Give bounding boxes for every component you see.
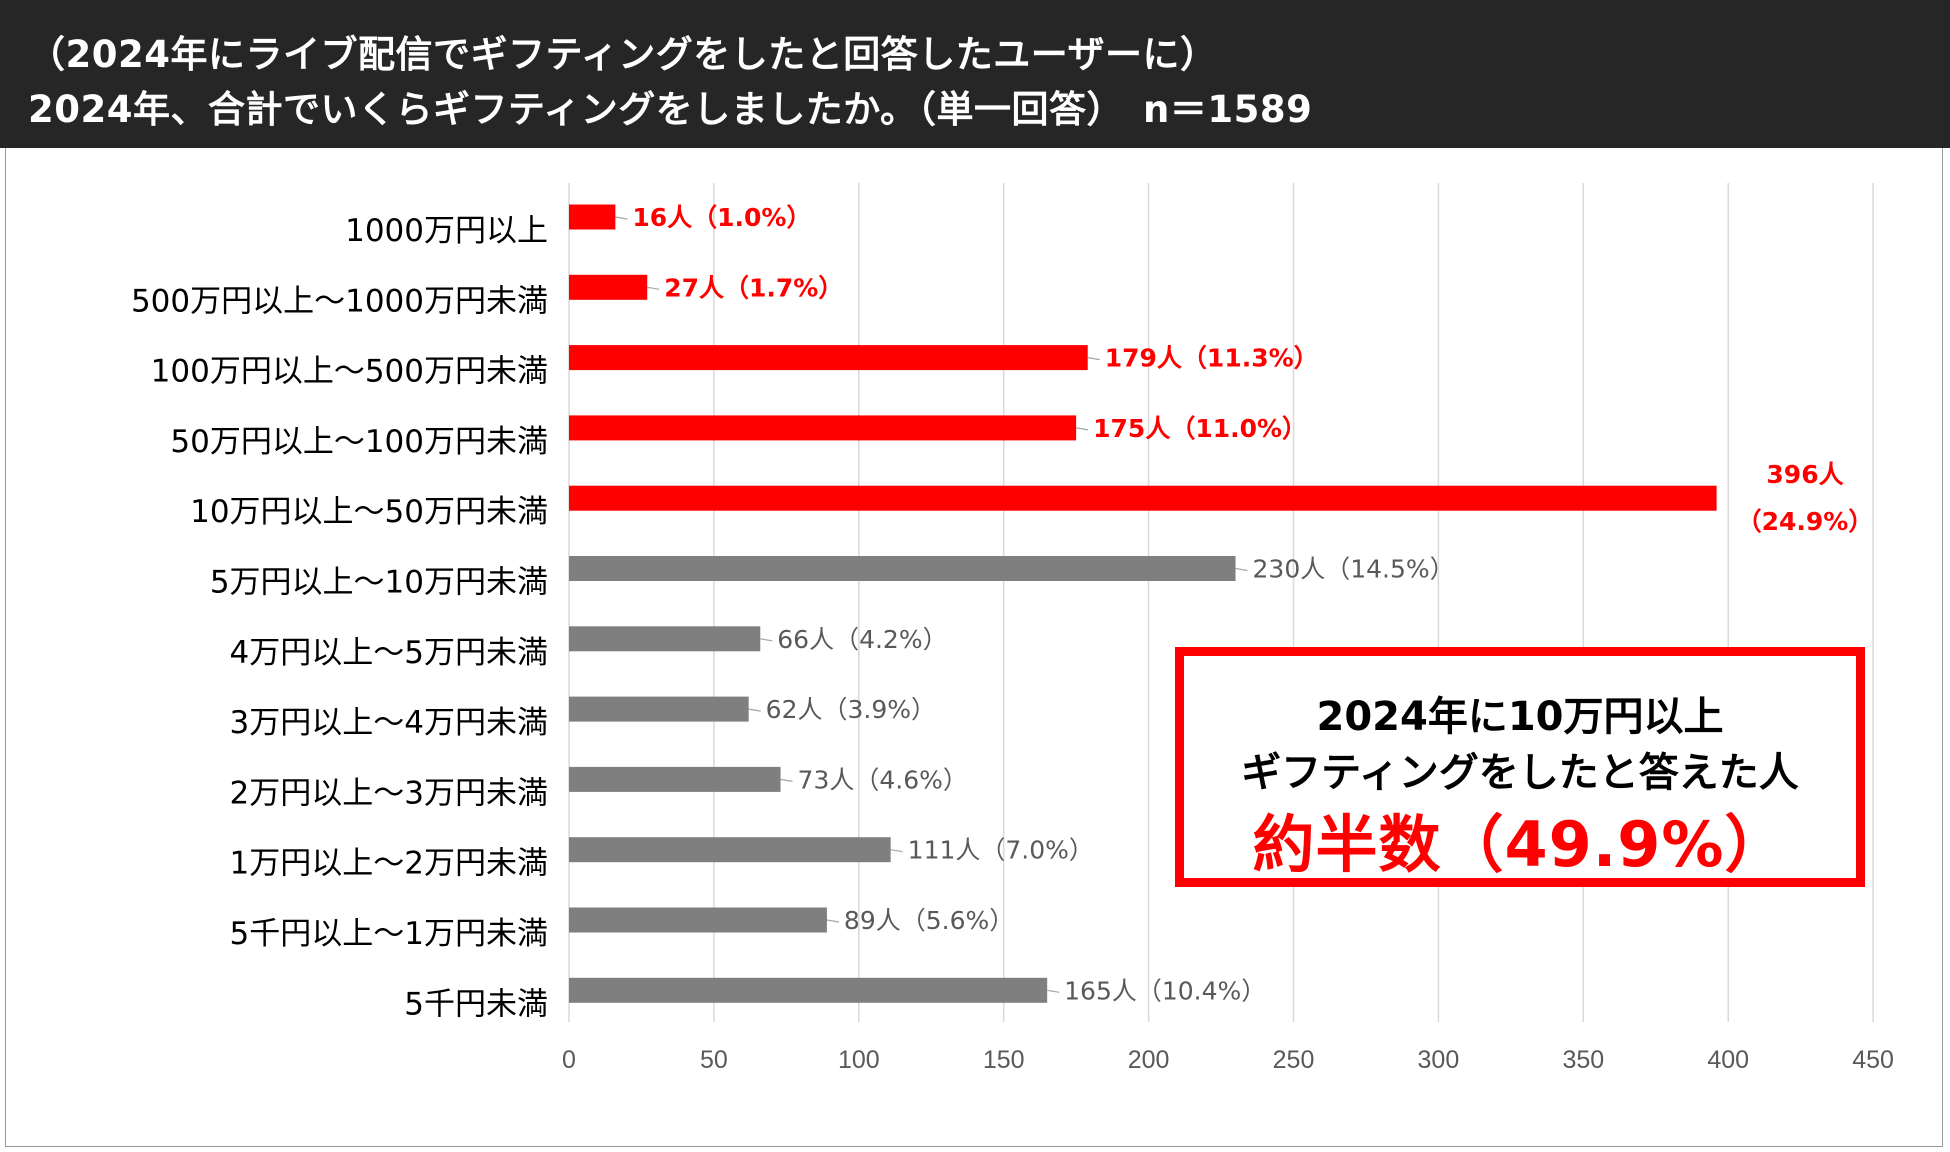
x-tick-label: 50 — [700, 1046, 728, 1074]
data-label-leader — [647, 286, 660, 290]
data-label: （24.9%） — [1737, 507, 1874, 536]
x-tick-label: 150 — [983, 1046, 1025, 1074]
x-tick-label: 100 — [838, 1046, 880, 1074]
bar — [569, 485, 1717, 511]
category-label: 2万円以上～3万円未満 — [230, 775, 548, 811]
bar — [569, 274, 648, 300]
data-label-leader — [748, 708, 761, 712]
category-label: 1万円以上～2万円未満 — [230, 846, 548, 882]
callout-line2: ギフティングをしたと答えた人 — [1241, 750, 1799, 796]
category-label: 4万円以上～5万円未満 — [230, 635, 548, 671]
data-label: 175人（11.0%） — [1093, 414, 1307, 443]
data-label-leader — [890, 849, 903, 853]
summary-callout: 2024年に10万円以上 ギフティングをしたと答えた人 約半数（49.9%） — [1175, 647, 1865, 887]
callout-highlight: 約半数（49.9%） — [1252, 808, 1788, 881]
data-label: 179人（11.3%） — [1105, 344, 1319, 373]
data-label: 396人 — [1766, 460, 1843, 489]
category-label: 5千円以上～1万円未満 — [230, 916, 548, 952]
bar — [569, 696, 749, 722]
data-label-leader — [826, 919, 840, 923]
data-label-leader — [760, 638, 773, 642]
bar — [569, 345, 1088, 371]
category-label: 5万円以上～10万円未満 — [210, 565, 548, 601]
bar — [569, 837, 891, 863]
data-label: 27人（1.7%） — [664, 273, 843, 302]
bar — [569, 626, 761, 652]
bar — [569, 204, 616, 230]
data-label-leader — [1087, 357, 1100, 361]
data-label-leader — [1235, 567, 1248, 572]
data-label-leader — [1047, 989, 1060, 993]
category-label: 1000万円以上 — [345, 213, 548, 249]
bar — [569, 977, 1048, 1003]
chart-frame — [5, 148, 1943, 1147]
x-tick-label: 350 — [1562, 1046, 1604, 1074]
data-label: 16人（1.0%） — [632, 203, 811, 232]
header-banner: （2024年にライブ配信でギフティングをしたと回答したユーザーに） 2024年、… — [0, 0, 1950, 148]
data-label-leader — [780, 778, 793, 782]
data-label-leader — [1076, 427, 1089, 431]
data-label: 89人（5.6%） — [844, 906, 1014, 935]
bar — [569, 766, 781, 792]
category-label: 50万円以上～100万円未満 — [170, 424, 548, 460]
data-label: 165人（10.4%） — [1064, 976, 1266, 1005]
data-label: 111人（7.0%） — [908, 836, 1094, 865]
bar — [569, 415, 1077, 441]
data-label-leader — [615, 216, 628, 220]
bar — [569, 556, 1236, 581]
callout-line1: 2024年に10万円以上 — [1316, 694, 1724, 740]
x-tick-label: 300 — [1418, 1046, 1460, 1074]
data-label: 230人（14.5%） — [1253, 555, 1455, 584]
category-label: 5千円未満 — [404, 986, 548, 1022]
data-label: 62人（3.9%） — [766, 695, 936, 724]
category-label: 100万円以上～500万円未満 — [151, 354, 548, 390]
x-tick-label: 400 — [1707, 1046, 1749, 1074]
header-title-line1: （2024年にライブ配信でギフティングをしたと回答したユーザーに） — [28, 33, 1218, 76]
data-label: 66人（4.2%） — [777, 625, 947, 654]
x-tick-label: 250 — [1273, 1046, 1315, 1074]
x-tick-label: 200 — [1128, 1046, 1170, 1074]
x-tick-label: 0 — [562, 1046, 576, 1074]
category-label: 10万円以上～50万円未満 — [190, 494, 548, 530]
header-title-line2: 2024年、合計でいくらギフティングをしましたか。（単一回答） n＝1589 — [28, 88, 1313, 131]
category-label: 500万円以上～1000万円未満 — [131, 283, 548, 319]
category-label: 3万円以上～4万円未満 — [230, 705, 548, 741]
bar — [569, 907, 827, 933]
data-label: 73人（4.6%） — [798, 765, 968, 794]
x-tick-label: 450 — [1852, 1046, 1894, 1074]
